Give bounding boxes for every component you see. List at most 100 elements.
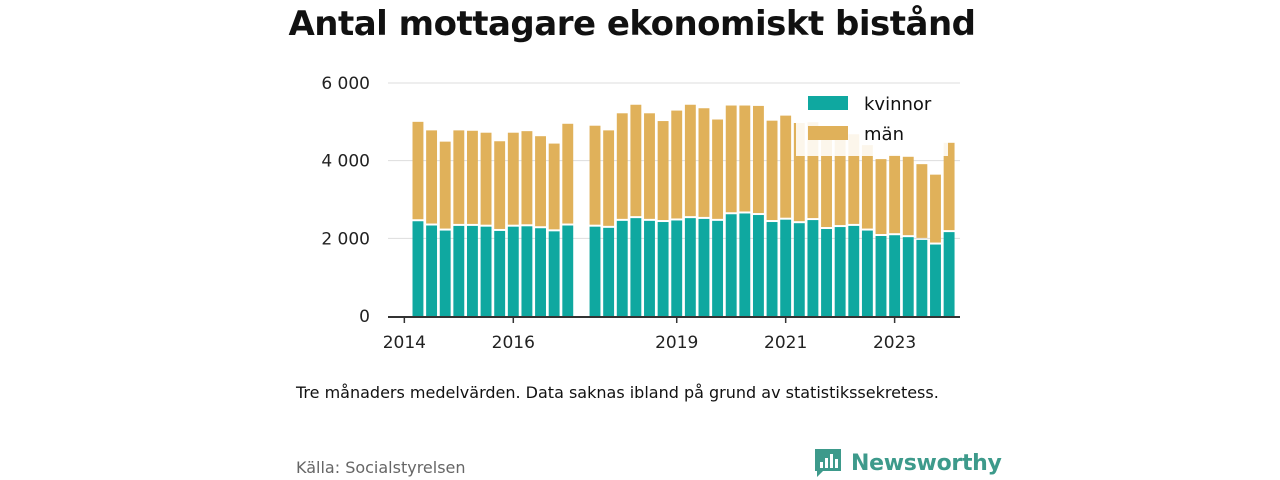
bar-kvinnor [684, 218, 696, 316]
chart-title: Antal mottagare ekonomiskt bistånd [288, 4, 976, 44]
bar-kvinnor [562, 225, 574, 316]
legend-label-man: män [864, 124, 904, 145]
bar-kvinnor [548, 231, 560, 316]
bar-man [589, 125, 601, 225]
bar-man [698, 108, 710, 217]
bar-man [521, 131, 533, 225]
bar-kvinnor [453, 225, 465, 316]
bar-man [507, 132, 519, 225]
bar-man [752, 105, 764, 214]
x-tick-label: 2016 [492, 333, 535, 353]
bar-man [562, 123, 574, 224]
bar-man [875, 159, 887, 235]
bar-man [603, 130, 615, 226]
bar-kvinnor [739, 213, 751, 316]
chart-note: Tre månaders medelvärden. Data saknas ib… [296, 383, 939, 402]
bar-kvinnor [480, 226, 492, 316]
bar-kvinnor [603, 227, 615, 316]
bar-kvinnor [821, 229, 832, 316]
y-tick-label: 6 000 [321, 74, 370, 94]
x-tick-label: 2023 [873, 333, 916, 353]
bar-kvinnor [834, 227, 846, 316]
y-tick-label: 2 000 [321, 229, 370, 249]
bar-man [712, 119, 724, 219]
bar-kvinnor [902, 237, 914, 316]
bar-chart-speech-bubble-icon [815, 449, 841, 477]
x-tick-label: 2014 [383, 333, 426, 353]
bar-kvinnor [712, 220, 724, 316]
bar-man [494, 141, 506, 229]
bar-man [630, 104, 642, 217]
bar-kvinnor [616, 220, 628, 316]
bar-kvinnor [644, 220, 655, 316]
bar-man [943, 142, 955, 231]
axes: 0 2 000 4 000 6 000 2014 2016 2019 2021 2023 [321, 74, 960, 353]
bar-man [793, 122, 805, 222]
bar-man [671, 110, 683, 219]
bar-kvinnor [930, 244, 941, 316]
bar-kvinnor [507, 226, 519, 316]
bar-kvinnor [439, 230, 451, 316]
legend-swatch-man [808, 126, 848, 140]
bar-man [916, 164, 928, 238]
bar-man [766, 120, 778, 221]
legend: kvinnor män [796, 86, 948, 156]
bar-man [548, 143, 560, 230]
bar-kvinnor [807, 220, 819, 316]
bar-kvinnor [780, 219, 792, 316]
bar-man [834, 135, 846, 226]
bar-kvinnor [725, 214, 737, 316]
bar-kvinnor [589, 226, 601, 316]
bar-kvinnor [657, 222, 669, 316]
bar-man [848, 134, 860, 224]
bar-man [535, 136, 546, 227]
bar-man [480, 132, 492, 225]
bar-man [780, 115, 792, 218]
source-credit: Källa: Socialstyrelsen [296, 458, 466, 477]
bar-man [889, 154, 901, 234]
bar-kvinnor [494, 230, 506, 316]
bar-kvinnor [766, 222, 778, 316]
bar-kvinnor [466, 225, 478, 316]
bar-man [930, 174, 941, 243]
x-tick-label: 2021 [764, 333, 807, 353]
bar-man [684, 104, 696, 217]
bar-kvinnor [630, 218, 642, 316]
bar-kvinnor [943, 232, 955, 316]
bar-kvinnor [875, 236, 887, 316]
bar-kvinnor [535, 228, 546, 316]
legend-swatch-kvinnor [808, 96, 848, 110]
y-tick-label: 0 [359, 307, 370, 327]
bar-kvinnor [848, 225, 860, 316]
bar-kvinnor [426, 225, 438, 316]
bars [412, 104, 955, 316]
bar-man [616, 113, 628, 219]
bar-man [821, 138, 832, 228]
stacked-bar-chart: 0 2 000 4 000 6 000 2014 2016 2019 2021 2023 kvi… [321, 74, 960, 353]
bar-man [439, 141, 451, 229]
newsworthy-logo: Newsworthy [813, 446, 1002, 480]
bar-kvinnor [916, 239, 928, 316]
bar-man [466, 130, 478, 224]
bar-man [657, 121, 669, 221]
bar-man [725, 105, 737, 213]
bar-man [861, 145, 873, 229]
bar-kvinnor [698, 218, 710, 316]
legend-label-kvinnor: kvinnor [864, 94, 932, 115]
bar-kvinnor [861, 230, 873, 316]
bar-man [902, 156, 914, 236]
x-tick-label: 2019 [655, 333, 698, 353]
brand-name: Newsworthy [851, 450, 1002, 476]
bar-kvinnor [889, 235, 901, 316]
bar-kvinnor [752, 215, 764, 316]
bar-kvinnor [671, 220, 683, 316]
bar-man [807, 122, 819, 219]
bar-man [453, 130, 465, 224]
bar-man [739, 105, 751, 212]
bar-man [426, 130, 438, 224]
bar-man [644, 113, 655, 219]
bar-kvinnor [412, 221, 424, 316]
bar-kvinnor [793, 223, 805, 316]
bar-man [412, 121, 424, 220]
y-tick-label: 4 000 [321, 152, 370, 172]
